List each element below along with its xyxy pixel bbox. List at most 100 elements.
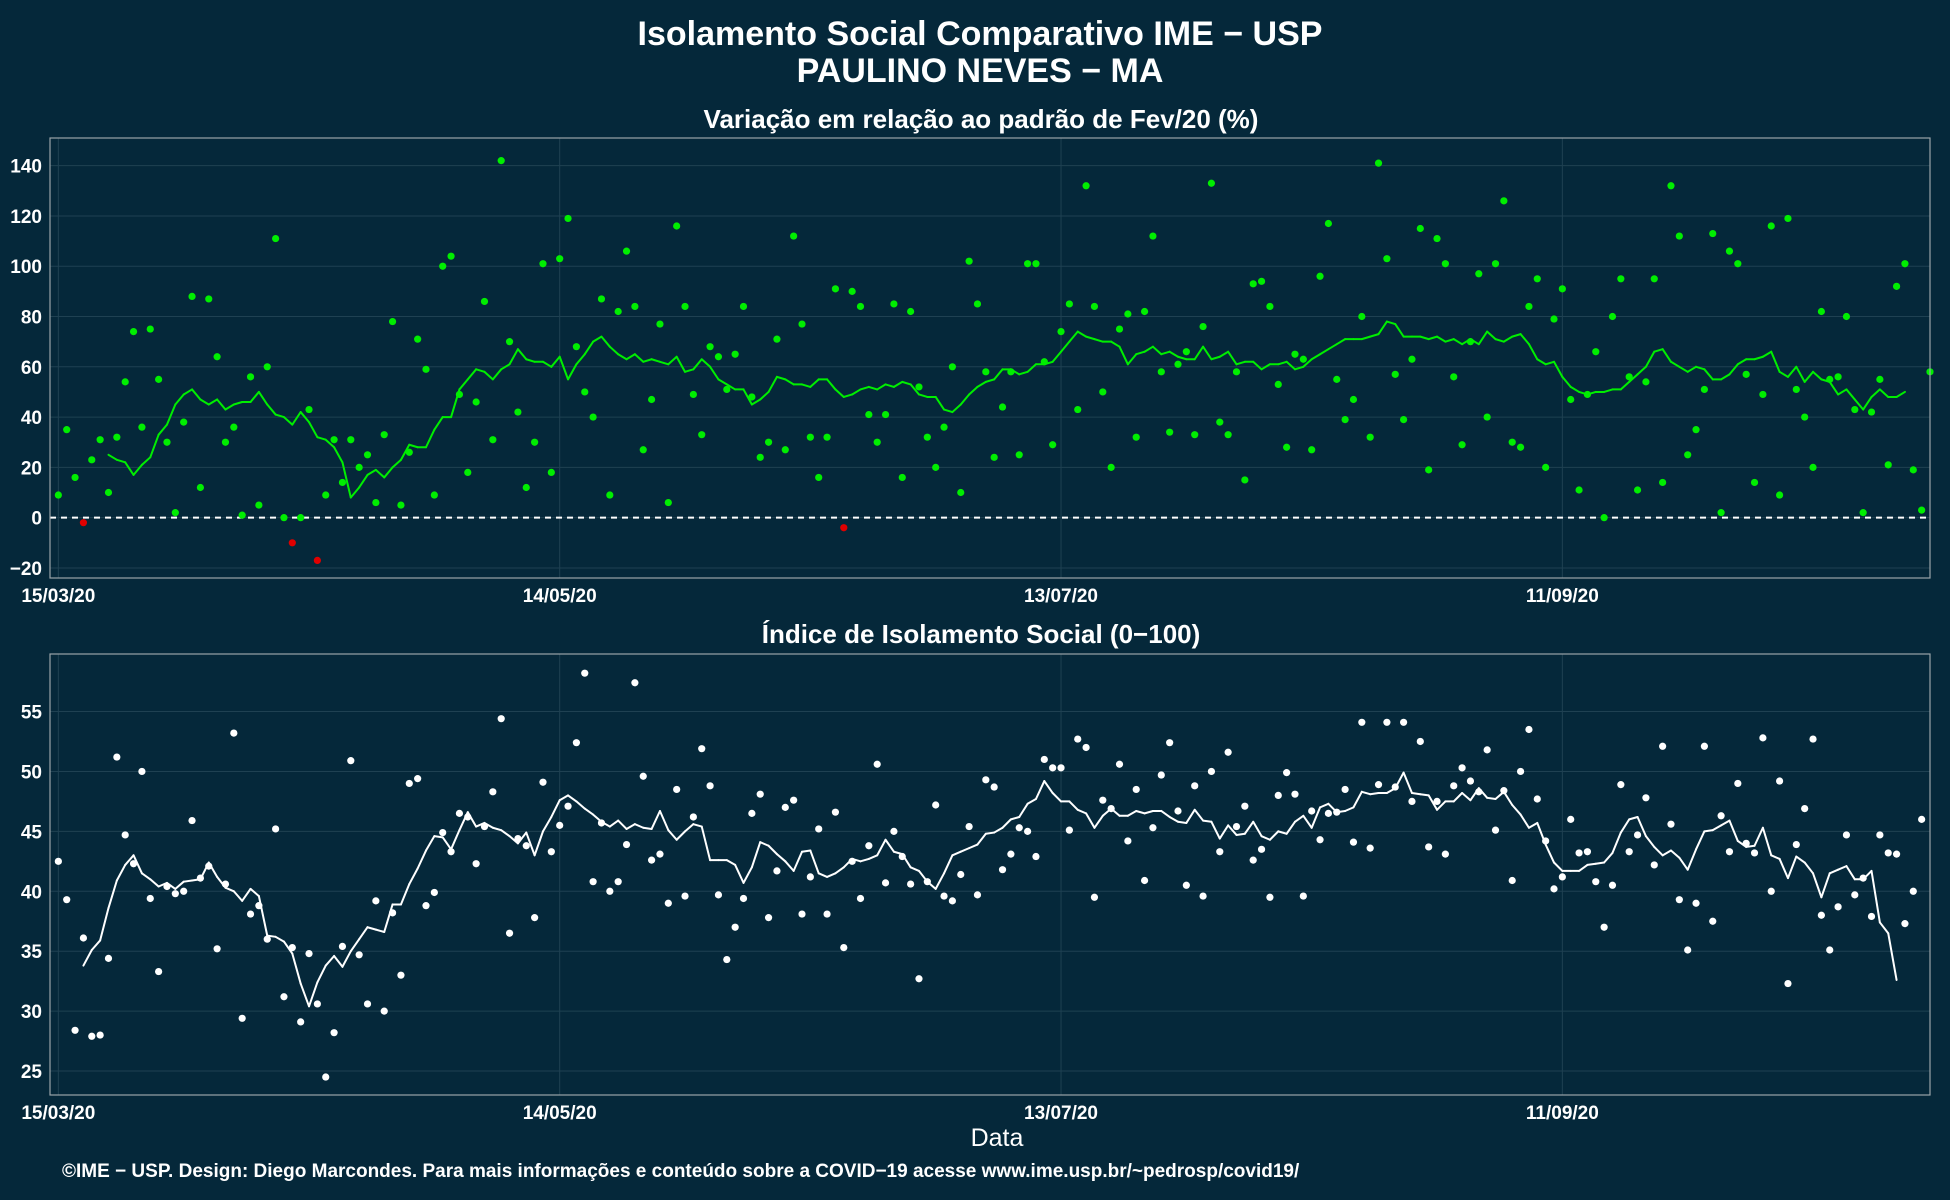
moving-average-segment — [1770, 350, 1781, 373]
moving-average-segment — [1168, 350, 1179, 358]
moving-average-segment — [1110, 340, 1121, 348]
data-point — [489, 436, 497, 444]
data-point — [88, 1032, 96, 1040]
panel-1-title: Variação em relação ao padrão de Fev/20 … — [704, 104, 1259, 134]
data-point — [330, 436, 338, 444]
data-point — [230, 423, 238, 431]
data-point — [798, 320, 806, 328]
moving-average-segment — [1243, 820, 1255, 835]
moving-average-segment — [500, 363, 511, 371]
moving-average-segment — [132, 463, 143, 476]
data-point — [656, 320, 664, 328]
data-point — [1659, 742, 1667, 750]
data-point — [414, 335, 422, 343]
data-point — [1550, 315, 1558, 323]
data-point — [1349, 395, 1358, 404]
data-point — [1283, 769, 1291, 777]
data-point — [1709, 229, 1717, 238]
data-point — [1308, 446, 1316, 454]
data-point — [606, 491, 614, 499]
data-point — [614, 878, 622, 886]
moving-average-segment — [600, 335, 611, 348]
data-point — [1174, 807, 1182, 815]
moving-average-segment — [1227, 824, 1238, 836]
data-point — [1400, 718, 1408, 726]
moving-average-segment — [642, 826, 653, 830]
y-tick-label: 35 — [21, 942, 43, 963]
data-point — [1425, 466, 1433, 474]
data-point — [1416, 737, 1424, 746]
data-point — [973, 891, 982, 899]
data-point — [1516, 767, 1525, 776]
data-point — [1867, 408, 1876, 416]
data-point — [840, 944, 848, 952]
moving-average-segment — [1210, 355, 1221, 361]
moving-average-segment — [700, 825, 712, 862]
moving-average-segment — [450, 829, 461, 851]
moving-average-segment — [608, 819, 620, 828]
moving-average-segment — [567, 794, 578, 803]
moving-average-segment — [700, 358, 712, 368]
moving-average-segment — [1419, 335, 1430, 341]
moving-average-segment — [1695, 365, 1706, 371]
data-point — [1575, 486, 1583, 494]
panel-border — [49, 137, 1931, 579]
moving-average-segment — [1235, 360, 1246, 366]
moving-average-segment — [1344, 806, 1355, 812]
moving-average-segment — [1669, 849, 1681, 859]
data-point — [1809, 735, 1817, 743]
moving-average-segment — [249, 390, 260, 403]
moving-average-segment — [1009, 815, 1021, 821]
y-tick-label: 120 — [10, 207, 42, 228]
data-point — [1257, 845, 1266, 853]
moving-average-segment — [1519, 813, 1530, 829]
moving-average-segment — [1360, 335, 1372, 341]
moving-average-segment — [575, 353, 586, 366]
data-point — [338, 478, 347, 487]
data-point — [965, 822, 973, 831]
moving-average-segment — [341, 461, 352, 499]
data-point — [815, 825, 823, 833]
data-point — [522, 842, 530, 850]
moving-average-segment — [867, 854, 879, 860]
data-point — [547, 468, 555, 476]
data-point — [689, 390, 697, 399]
moving-average-segment — [1553, 360, 1564, 378]
data-point — [246, 910, 255, 918]
data-point — [531, 914, 539, 922]
moving-average-segment — [366, 468, 377, 476]
data-point — [138, 767, 146, 776]
moving-average-segment — [692, 358, 703, 371]
data-point — [1115, 760, 1124, 768]
data-point — [739, 302, 748, 311]
moving-average-segment — [826, 872, 837, 878]
moving-average-segment — [508, 835, 519, 845]
data-point — [129, 860, 138, 868]
data-point — [447, 252, 455, 260]
moving-average-segment — [374, 468, 386, 479]
data-point — [1207, 179, 1216, 187]
data-point — [430, 491, 438, 499]
moving-average-segment — [199, 398, 210, 406]
data-point — [1441, 260, 1449, 268]
moving-average-segment — [149, 433, 160, 459]
moving-average-segment — [1068, 330, 1079, 343]
data-point — [1341, 416, 1349, 424]
data-point — [1826, 375, 1834, 383]
data-point — [1834, 373, 1842, 381]
data-point — [1876, 375, 1884, 383]
data-point — [773, 867, 781, 875]
data-point — [1466, 338, 1475, 346]
data-point — [104, 488, 113, 497]
moving-average-segment — [1385, 320, 1397, 326]
data-point — [54, 491, 62, 499]
data-point — [1608, 881, 1617, 889]
data-point — [773, 335, 781, 343]
data-point — [848, 287, 856, 295]
moving-average-segment — [909, 383, 920, 396]
moving-average-segment — [1494, 338, 1505, 343]
data-point — [272, 234, 280, 243]
moving-average-segment — [1193, 808, 1205, 822]
moving-average-segment — [801, 849, 812, 853]
y-tick-label: 25 — [21, 1062, 43, 1083]
